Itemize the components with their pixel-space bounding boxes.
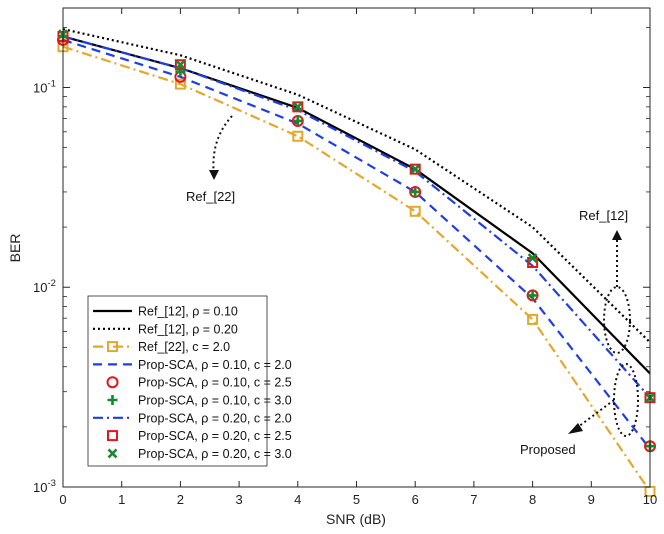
point-prop-rho020-c25 [409, 163, 421, 175]
point-prop-rho020-c30 [410, 164, 421, 175]
plot-frame [62, 7, 651, 488]
legend-marker [107, 430, 118, 442]
point-prop-rho010-c30 [527, 290, 538, 301]
legend-label: Prop-SCA, ρ = 0.10, c = 2.5 [138, 376, 292, 390]
series-line-prop-rho010-c20 [63, 38, 650, 450]
legend-item-prop-rho010-c25: Prop-SCA, ρ = 0.10, c = 2.5 [106, 376, 292, 390]
y-tick-base: 10 [33, 480, 47, 495]
legend: Ref_[12], ρ = 0.10 Ref_[12], ρ = 0.20 Ref_… [87, 295, 292, 467]
annotation-layer [209, 115, 639, 437]
annotation-proposed-arrowhead [568, 423, 583, 434]
x-tick-label: 6 [412, 492, 419, 507]
legend-label: Prop-SCA, ρ = 0.10, c = 2.0 [138, 358, 292, 372]
x-axis-label: SNR (dB) [326, 511, 386, 527]
legend-label: Prop-SCA, ρ = 0.20, c = 2.0 [138, 411, 292, 425]
annotation-ref12-ellipse [603, 286, 631, 354]
point-prop-rho020-c30 [527, 253, 538, 263]
point-prop-rho020-c30 [175, 59, 186, 70]
x-tick-label: 0 [59, 492, 66, 507]
legend-item-prop-rho010-c30: Prop-SCA, ρ = 0.10, c = 3.0 [107, 394, 292, 408]
x-tick-label: 1 [118, 492, 125, 507]
x-tick-labels: 0 1 2 3 4 5 6 7 8 9 10 [59, 492, 657, 507]
legend-item-prop-rho020-c30: Prop-SCA, ρ = 0.20, c = 3.0 [107, 447, 292, 461]
y-tick-exponent: -1 [47, 78, 55, 89]
y-tick-labels: 10-310-210-1 [33, 78, 56, 495]
legend-label: Ref_[12], ρ = 0.10 [138, 305, 238, 319]
x-tick-label: 7 [470, 492, 477, 507]
x-tick-label: 9 [588, 492, 595, 507]
y-tick-label: 10-2 [33, 278, 56, 295]
annotation-ref12-label: Ref_[12] [579, 208, 628, 223]
point-prop-rho020-c25 [292, 101, 304, 113]
annotation-proposed-arrow [573, 399, 615, 431]
annotation-ref22-arrow [212, 115, 233, 177]
point-prop-rho020-c25 [174, 59, 186, 71]
x-tick-label: 5 [353, 492, 360, 507]
legend-marker [106, 376, 119, 389]
point-ref22-c20 [174, 78, 186, 90]
annotation-ref22-arrowhead [209, 170, 219, 180]
legend-item-prop-rho010-c20: Prop-SCA, ρ = 0.10, c = 2.0 [93, 358, 292, 372]
annotation-ref22-label: Ref_[22] [186, 189, 235, 204]
y-tick-label: 10-1 [33, 78, 56, 95]
point-prop-rho010-c30 [410, 186, 421, 197]
point-ref22-c20 [292, 130, 304, 142]
legend-label: Prop-SCA, ρ = 0.20, c = 2.5 [138, 429, 292, 443]
y-tick-exponent: -2 [47, 278, 55, 289]
legend-label: Ref_[12], ρ = 0.20 [138, 322, 238, 336]
x-tick-label: 4 [294, 492, 301, 507]
legend-marker [107, 448, 118, 459]
legend-marker [107, 395, 118, 405]
legend-item-ref12-rho010: Ref_[12], ρ = 0.10 [93, 305, 238, 319]
legend-label: Prop-SCA, ρ = 0.10, c = 3.0 [138, 394, 292, 408]
point-ref22-c20 [527, 313, 539, 325]
legend-item-ref12-rho020: Ref_[12], ρ = 0.20 [93, 322, 238, 336]
point-prop-rho020-c30 [292, 101, 303, 112]
legend-item-prop-rho020-c25: Prop-SCA, ρ = 0.20, c = 2.5 [107, 429, 292, 443]
y-tick-base: 10 [33, 80, 47, 95]
point-prop-rho010-c30 [292, 115, 303, 126]
series-line-ref22-c20 [63, 45, 649, 487]
series-line-prop-rho020-c20 [63, 35, 650, 399]
legend-label: Ref_[22], c = 2.0 [138, 340, 230, 354]
x-tick-label: 2 [177, 492, 184, 507]
series-line-ref12-rho020 [63, 28, 650, 344]
y-tick-exponent: -3 [47, 478, 55, 489]
annotation-proposed-label: Proposed [520, 442, 576, 457]
x-tick-label: 3 [235, 492, 242, 507]
y-axis-label: BER [7, 234, 23, 263]
point-ref22-c20 [409, 205, 421, 217]
series-layer [63, 28, 650, 487]
legend-marker [107, 341, 118, 353]
x-tick-label: 10 [643, 492, 657, 507]
legend-label: Prop-SCA, ρ = 0.20, c = 3.0 [138, 447, 292, 461]
y-tick-base: 10 [33, 280, 47, 295]
legend-item-prop-rho020-c20: Prop-SCA, ρ = 0.20, c = 2.0 [93, 411, 292, 425]
y-tick-label: 10-3 [33, 478, 56, 495]
annotation-ref12-arrowhead [612, 230, 622, 240]
x-tick-label: 8 [529, 492, 536, 507]
legend-item-ref22-c20: Ref_[22], c = 2.0 [93, 340, 230, 354]
